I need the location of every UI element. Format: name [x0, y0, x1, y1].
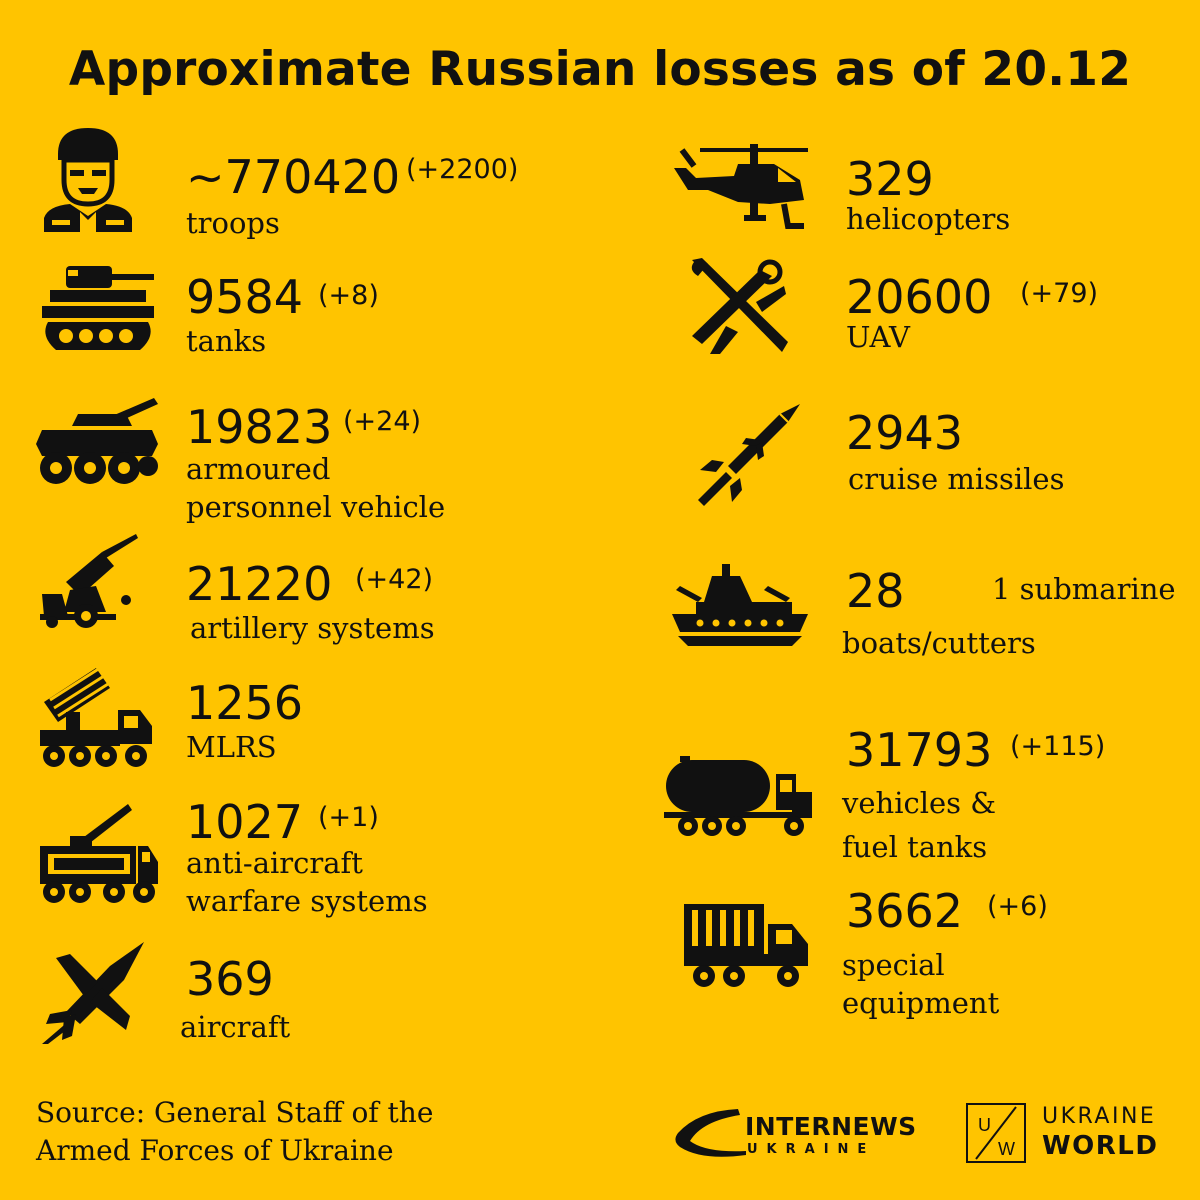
special-truck-icon	[684, 904, 810, 990]
special-equipment-value: 3662	[846, 884, 964, 938]
apc-label-line2: personnel vehicle	[186, 490, 446, 524]
source-line1: Source: General Staff of the	[36, 1096, 434, 1129]
internews-subtitle: UKRAINE	[747, 1142, 876, 1157]
mlrs-label: MLRS	[186, 730, 277, 764]
soldier-icon	[40, 124, 136, 232]
anti-aircraft-label-line1: anti-aircraft	[186, 846, 363, 880]
tanks-value: 9584	[186, 270, 304, 324]
artillery-delta: (+42)	[355, 564, 434, 595]
page-title: Approximate Russian losses as of 20.12	[68, 42, 1132, 97]
special-equipment-label-line2: equipment	[842, 986, 1000, 1020]
aircraft-icon	[40, 940, 146, 1046]
troops-label: troops	[186, 206, 280, 240]
boats-value: 28	[846, 564, 905, 618]
anti-aircraft-icon	[40, 800, 160, 904]
troops-value: ~770420	[186, 150, 401, 204]
anti-aircraft-delta: (+1)	[318, 802, 379, 833]
apc-delta: (+24)	[343, 406, 422, 437]
anti-aircraft-label-line2: warfare systems	[186, 884, 428, 918]
apc-icon	[34, 396, 160, 488]
source-line2: Armed Forces of Ukraine	[36, 1134, 394, 1167]
troops-delta: (+2200)	[406, 154, 519, 185]
mlrs-value: 1256	[186, 676, 304, 730]
missile-icon	[694, 402, 802, 508]
internews-logo	[672, 1105, 942, 1165]
tanks-label: tanks	[186, 324, 267, 358]
tanks-delta: (+8)	[318, 280, 379, 311]
vehicles-label-line1: vehicles &	[842, 786, 997, 820]
special-equipment-label-line1: special	[842, 948, 945, 982]
tank-icon	[40, 262, 156, 354]
uav-icon	[686, 256, 800, 356]
uav-value: 20600	[846, 270, 993, 324]
artillery-icon	[40, 530, 140, 630]
vehicles-label-line2: fuel tanks	[842, 830, 988, 864]
vehicles-value: 31793	[846, 723, 993, 777]
anti-aircraft-value: 1027	[186, 795, 304, 849]
internews-wordmark: INTERNEWS	[745, 1112, 917, 1141]
apc-label-line1: armoured	[186, 452, 331, 486]
helicopter-icon	[674, 140, 814, 232]
source-note: Source: General Staff of the Armed Force…	[36, 1094, 433, 1170]
ukraine-world-wordmark: UKRAINE	[1042, 1104, 1157, 1129]
vehicles-delta: (+115)	[1010, 731, 1106, 762]
cruise-missiles-value: 2943	[846, 406, 964, 460]
internews-swoosh-icon	[675, 1109, 746, 1157]
artillery-value: 21220	[186, 557, 333, 611]
uw-letter-u: U	[978, 1115, 991, 1135]
helicopters-label: helicopters	[846, 202, 1011, 236]
special-equipment-delta: (+6)	[987, 891, 1048, 922]
aircraft-value: 369	[186, 952, 274, 1006]
submarine-note: 1 submarine	[992, 572, 1176, 606]
uav-delta: (+79)	[1020, 278, 1099, 309]
mlrs-icon	[40, 666, 154, 768]
ukraine-world-subtitle: WORLD	[1042, 1131, 1159, 1161]
boats-label: boats/cutters	[842, 626, 1036, 660]
apc-value: 19823	[186, 400, 333, 454]
helicopters-value: 329	[846, 152, 934, 206]
cruise-missiles-label: cruise missiles	[848, 462, 1065, 496]
uw-letter-w: W	[998, 1139, 1015, 1159]
artillery-label: artillery systems	[190, 611, 435, 645]
ship-icon	[672, 562, 808, 648]
ukraine-world-monogram-icon: U W	[966, 1103, 1026, 1163]
aircraft-label: aircraft	[180, 1010, 291, 1044]
fuel-truck-icon	[664, 756, 814, 838]
uav-label: UAV	[846, 320, 910, 354]
